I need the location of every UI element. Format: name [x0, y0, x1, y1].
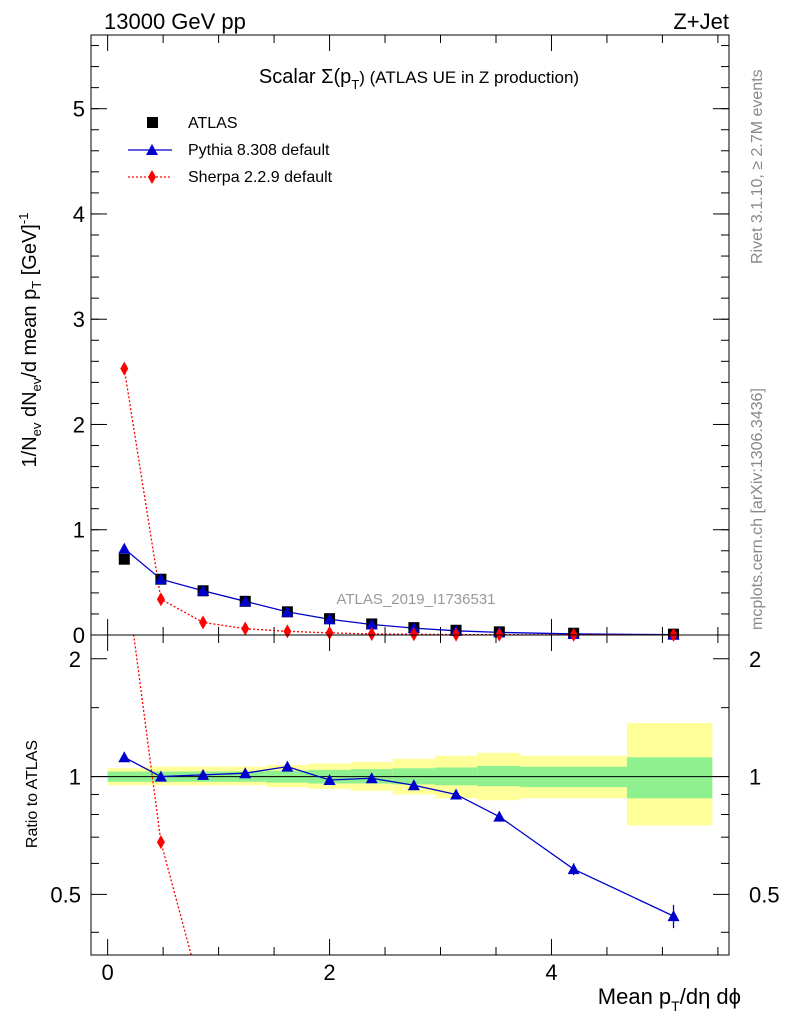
ratio-plot-area	[91, 635, 729, 1006]
sherpa-data-point	[325, 625, 334, 640]
ratio-y-axis-label: Ratio to ATLAS	[24, 740, 41, 848]
main-y-tick-label: 4	[73, 202, 85, 227]
analysis-watermark: ATLAS_2019_I1736531	[336, 591, 495, 608]
pythia-data-point	[323, 613, 336, 625]
pythia-ratio-point	[365, 772, 378, 784]
main-panel: 0 1 2 3 4 5	[73, 35, 729, 648]
pythia-data-point	[197, 584, 210, 596]
legend-sherpa-marker	[148, 170, 156, 184]
main-y-axis-label: 1/Nev dNev/d mean pT [GeV]-1	[16, 213, 44, 468]
main-y-tick-label: 3	[73, 307, 85, 332]
plot-title: Scalar Σ(pT) (ATLAS UE in Z production)	[259, 66, 579, 92]
main-y-tick-label: 0	[73, 623, 85, 648]
pythia-ratio-point	[567, 863, 580, 875]
ratio-y-tick-label-right: 2	[749, 647, 761, 672]
ratio-y-tick-label-right: 0.5	[749, 882, 780, 907]
main-y-tick-label: 1	[73, 518, 85, 543]
sherpa-data-point	[156, 592, 165, 607]
sherpa-ratio-point	[199, 992, 207, 1006]
process-label: Z+Jet	[673, 9, 729, 34]
pythia-ratio-point	[197, 768, 210, 780]
legend-sherpa-label: Sherpa 2.2.9 default	[188, 169, 333, 186]
sherpa-data-point	[241, 621, 250, 636]
atlas-data-point	[118, 553, 130, 565]
ratio-y-tick-label: 2	[69, 647, 81, 672]
x-tick-label: 4	[545, 960, 557, 985]
sherpa-data-point	[283, 624, 292, 639]
sherpa-data-point	[367, 626, 376, 641]
sherpa-data-point	[120, 361, 129, 376]
ratio-y-tick-label-right: 1	[749, 765, 761, 790]
atlas-uncertainty-band-inner	[477, 765, 521, 787]
sherpa-data-point	[409, 627, 418, 642]
legend-pythia-marker	[146, 144, 158, 155]
ratio-y-tick-label: 0.5	[50, 882, 81, 907]
pythia-ratio-point	[667, 910, 680, 922]
pythia-ratio-point	[281, 760, 294, 772]
main-y-tick-label: 5	[73, 97, 85, 122]
pythia-ratio-point	[118, 751, 131, 763]
legend-atlas-label: ATLAS	[188, 115, 238, 132]
legend: ATLAS Pythia 8.308 default Sherpa 2.2.9 …	[128, 115, 333, 186]
sherpa-main-line	[123, 368, 674, 636]
x-axis-label: Mean pT/dη dϕ	[598, 984, 741, 1014]
pythia-data-point	[281, 605, 294, 617]
pythia-ratio-point	[493, 810, 506, 822]
sherpa-data-point	[199, 615, 208, 630]
legend-atlas-marker	[147, 117, 158, 128]
main-y-tick-label: 2	[73, 412, 85, 437]
ratio-y-tick-label: 1	[69, 765, 81, 790]
x-tick-label: 0	[102, 960, 114, 985]
sherpa-ratio-point	[156, 835, 165, 850]
pythia-ratio-point	[323, 773, 336, 785]
pythia-data-point	[365, 618, 378, 630]
atlas-uncertainty-band-inner	[626, 757, 713, 799]
x-tick-label: 2	[323, 960, 335, 985]
pythia-ratio-point	[450, 788, 463, 800]
pythia-data-point	[118, 542, 131, 554]
ratio-panel: 0.5 0.5 1 1 2 2 0 2 4	[50, 635, 780, 1006]
pythia-data-point	[239, 595, 252, 607]
pythia-ratio-point	[407, 779, 420, 791]
pythia-data-point	[154, 573, 167, 585]
mcplots-label: mcplots.cern.ch [arXiv:1306.3436]	[749, 388, 766, 630]
pythia-ratio-line	[123, 756, 674, 917]
main-frame	[90, 34, 730, 636]
pythia-ratio-point	[239, 767, 252, 779]
pythia-ratio-point	[154, 770, 167, 782]
rivet-label: Rivet 3.1.10, ≥ 2.7M events	[749, 69, 766, 264]
energy-label: 13000 GeV pp	[104, 9, 246, 34]
legend-pythia-label: Pythia 8.308 default	[188, 142, 330, 159]
pythia-main-line	[123, 548, 674, 636]
ratio-frame	[90, 634, 730, 956]
